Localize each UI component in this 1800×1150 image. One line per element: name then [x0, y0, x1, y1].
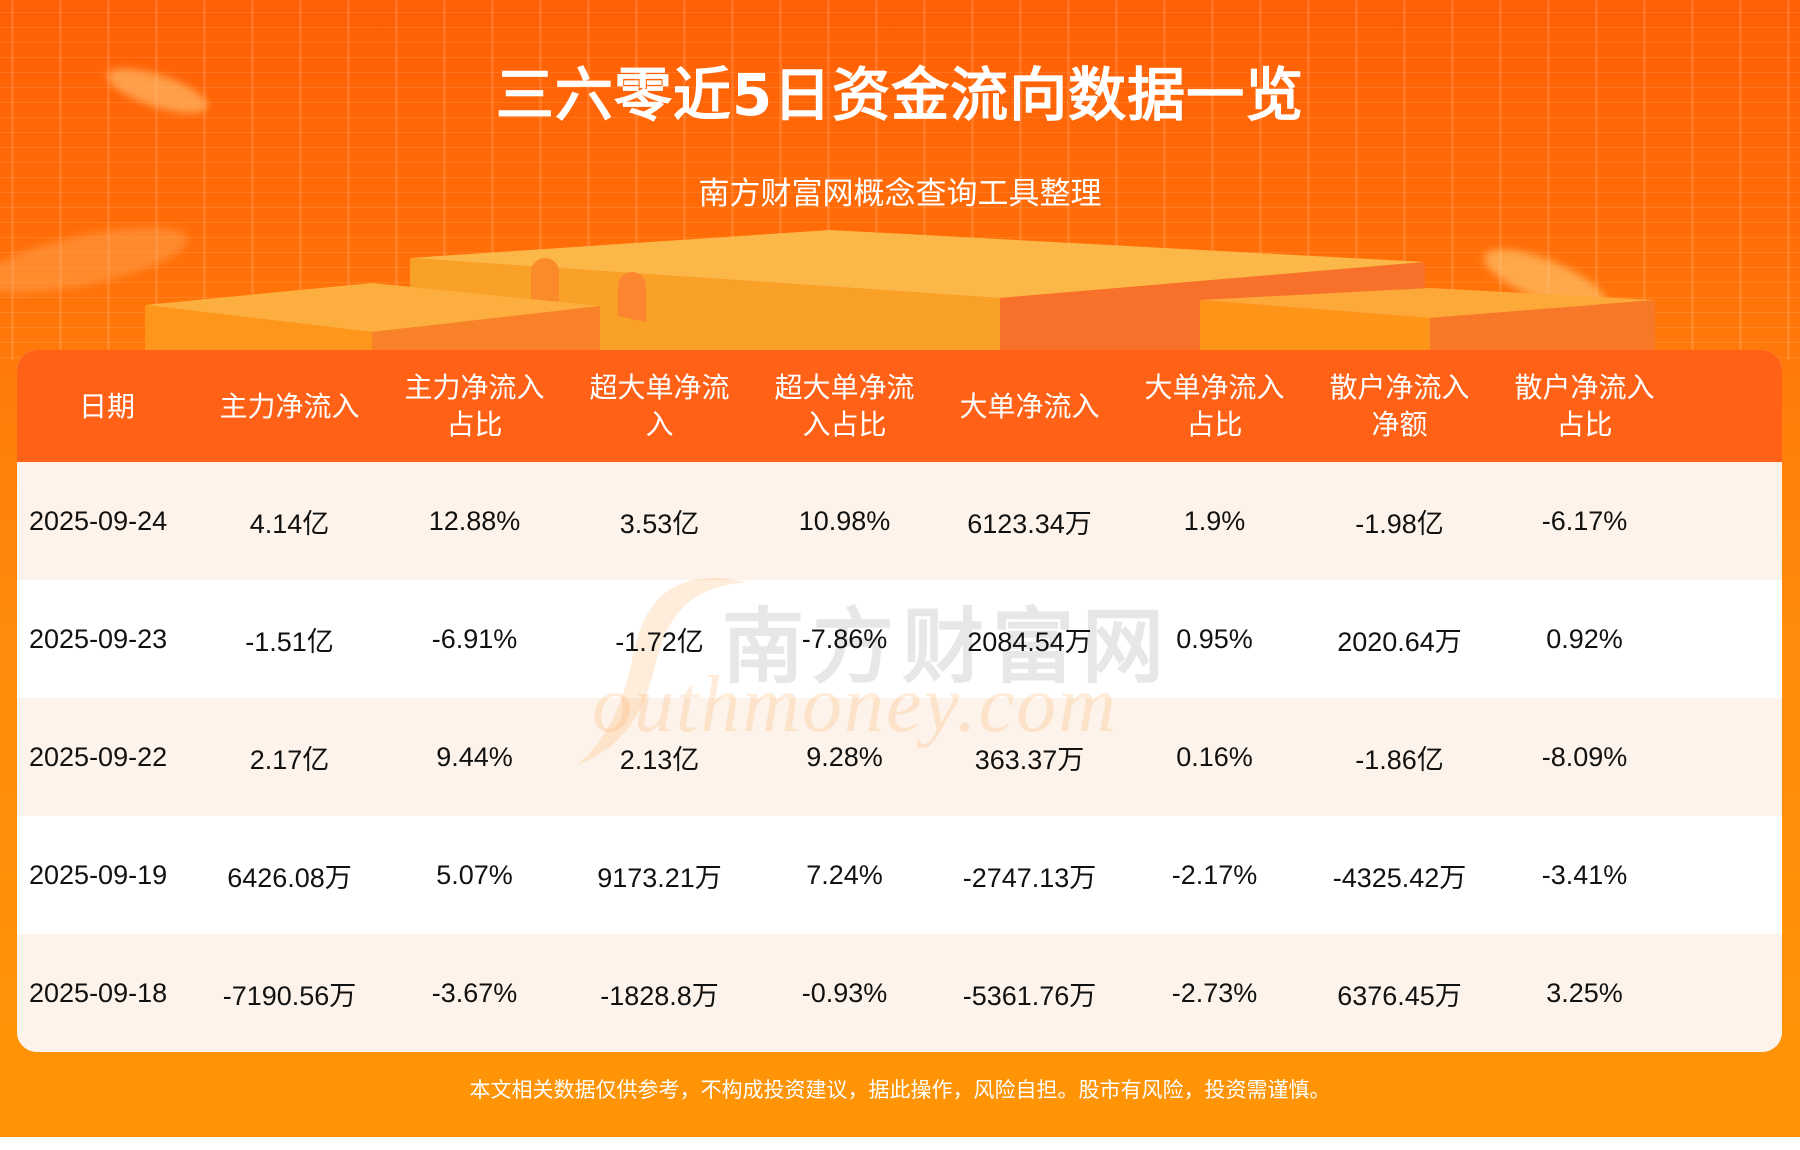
cell-main-net-inflow: 6426.08万 — [227, 862, 352, 893]
cell-large-net-inflow: 6123.34万 — [967, 508, 1092, 539]
column-header-main-net-inflow-ratio: 主力净流入 占比 — [404, 371, 545, 441]
cell-retail-net-inflow-ratio: -8.09% — [1541, 741, 1628, 772]
fund-flow-table: 日期 主力净流入 主力净流入 占比 超大单净流 入 超大单净流 入占比 大单净流… — [17, 350, 1782, 1052]
cell-date: 2025-09-24 — [29, 505, 168, 536]
cell-retail-net-inflow-amount: -4325.42万 — [1332, 862, 1467, 893]
cell-large-net-inflow: -2747.13万 — [962, 862, 1097, 893]
disclaimer-text: 本文相关数据仅供参考，不构成投资建议，据此操作，风险自担。股市有风险，投资需谨慎… — [469, 1078, 1331, 1102]
cell-large-net-inflow-ratio: -2.73% — [1171, 977, 1258, 1008]
cell-main-net-inflow-ratio: 5.07% — [436, 859, 513, 890]
table-row: 2025-09-18 -7190.56万 -3.67% -1828.8万 -0.… — [17, 934, 1782, 1052]
column-header-main-net-inflow: 主力净流入 — [219, 389, 360, 423]
cell-main-net-inflow-ratio: 9.44% — [436, 741, 513, 772]
cell-main-net-inflow: -7190.56万 — [222, 980, 357, 1011]
cell-large-net-inflow: 2084.54万 — [967, 626, 1092, 657]
cell-large-net-inflow-ratio: -2.17% — [1171, 859, 1258, 890]
page-subtitle: 南方财富网概念查询工具整理 — [698, 176, 1102, 212]
cell-date: 2025-09-18 — [29, 977, 168, 1008]
cell-date: 2025-09-22 — [29, 741, 168, 772]
column-header-date: 日期 — [78, 389, 135, 423]
cell-main-net-inflow-ratio: -3.67% — [431, 977, 518, 1008]
cell-super-large-net-inflow: -1.72亿 — [615, 626, 704, 657]
column-header-large-net-inflow: 大单净流入 — [959, 389, 1100, 423]
cell-main-net-inflow: -1.51亿 — [245, 626, 334, 657]
column-header-retail-net-inflow-ratio: 散户净流入 占比 — [1514, 371, 1655, 441]
cell-main-net-inflow: 2.17亿 — [249, 744, 330, 775]
cell-super-large-net-inflow: 2.13亿 — [619, 744, 700, 775]
cell-large-net-inflow: -5361.76万 — [962, 980, 1097, 1011]
column-header-large-net-inflow-ratio: 大单净流入 占比 — [1144, 371, 1285, 441]
cell-large-net-inflow-ratio: 0.95% — [1176, 623, 1253, 654]
cell-retail-net-inflow-ratio: -6.17% — [1541, 505, 1628, 536]
table-row: 2025-09-23 -1.51亿 -6.91% -1.72亿 -7.86% 2… — [17, 580, 1782, 698]
cell-large-net-inflow: 363.37万 — [974, 744, 1085, 775]
cell-super-large-net-inflow-ratio: 10.98% — [798, 505, 891, 536]
table-header: 日期 主力净流入 主力净流入 占比 超大单净流 入 超大单净流 入占比 大单净流… — [17, 350, 1782, 462]
table-row: 2025-09-22 2.17亿 9.44% 2.13亿 9.28% 363.3… — [17, 698, 1782, 816]
page-title: 三六零近5日资金流向数据一览 — [495, 61, 1305, 129]
cell-super-large-net-inflow-ratio: -7.86% — [801, 623, 888, 654]
cell-main-net-inflow-ratio: -6.91% — [431, 623, 518, 654]
cell-super-large-net-inflow: 3.53亿 — [619, 508, 700, 539]
table-row: 2025-09-24 4.14亿 12.88% 3.53亿 10.98% 612… — [17, 462, 1782, 580]
cell-main-net-inflow: 4.14亿 — [249, 508, 330, 539]
cell-super-large-net-inflow-ratio: -0.93% — [801, 977, 888, 1008]
cell-retail-net-inflow-ratio: -3.41% — [1541, 859, 1628, 890]
cell-date: 2025-09-23 — [29, 623, 168, 654]
cell-retail-net-inflow-amount: 6376.45万 — [1337, 980, 1462, 1011]
cell-retail-net-inflow-ratio: 3.25% — [1546, 977, 1623, 1008]
cell-date: 2025-09-19 — [29, 859, 168, 890]
column-header-retail-net-inflow-amount: 散户净流入 净额 — [1329, 371, 1470, 441]
cell-super-large-net-inflow: 9173.21万 — [597, 862, 722, 893]
cell-retail-net-inflow-amount: -1.98亿 — [1355, 508, 1444, 539]
cell-super-large-net-inflow-ratio: 7.24% — [806, 859, 883, 890]
table-row: 2025-09-19 6426.08万 5.07% 9173.21万 7.24%… — [17, 816, 1782, 934]
cell-super-large-net-inflow-ratio: 9.28% — [806, 741, 883, 772]
cell-large-net-inflow-ratio: 0.16% — [1176, 741, 1253, 772]
cell-main-net-inflow-ratio: 12.88% — [428, 505, 521, 536]
cell-retail-net-inflow-amount: 2020.64万 — [1337, 626, 1462, 657]
podium-illustration — [145, 230, 1655, 360]
cell-retail-net-inflow-amount: -1.86亿 — [1355, 744, 1444, 775]
cell-retail-net-inflow-ratio: 0.92% — [1546, 623, 1623, 654]
column-header-super-large-net-inflow: 超大单净流 入 — [589, 371, 730, 441]
column-header-super-large-net-inflow-ratio: 超大单净流 入占比 — [774, 371, 915, 441]
cell-super-large-net-inflow: -1828.8万 — [600, 980, 719, 1011]
cell-large-net-inflow-ratio: 1.9% — [1183, 505, 1246, 536]
